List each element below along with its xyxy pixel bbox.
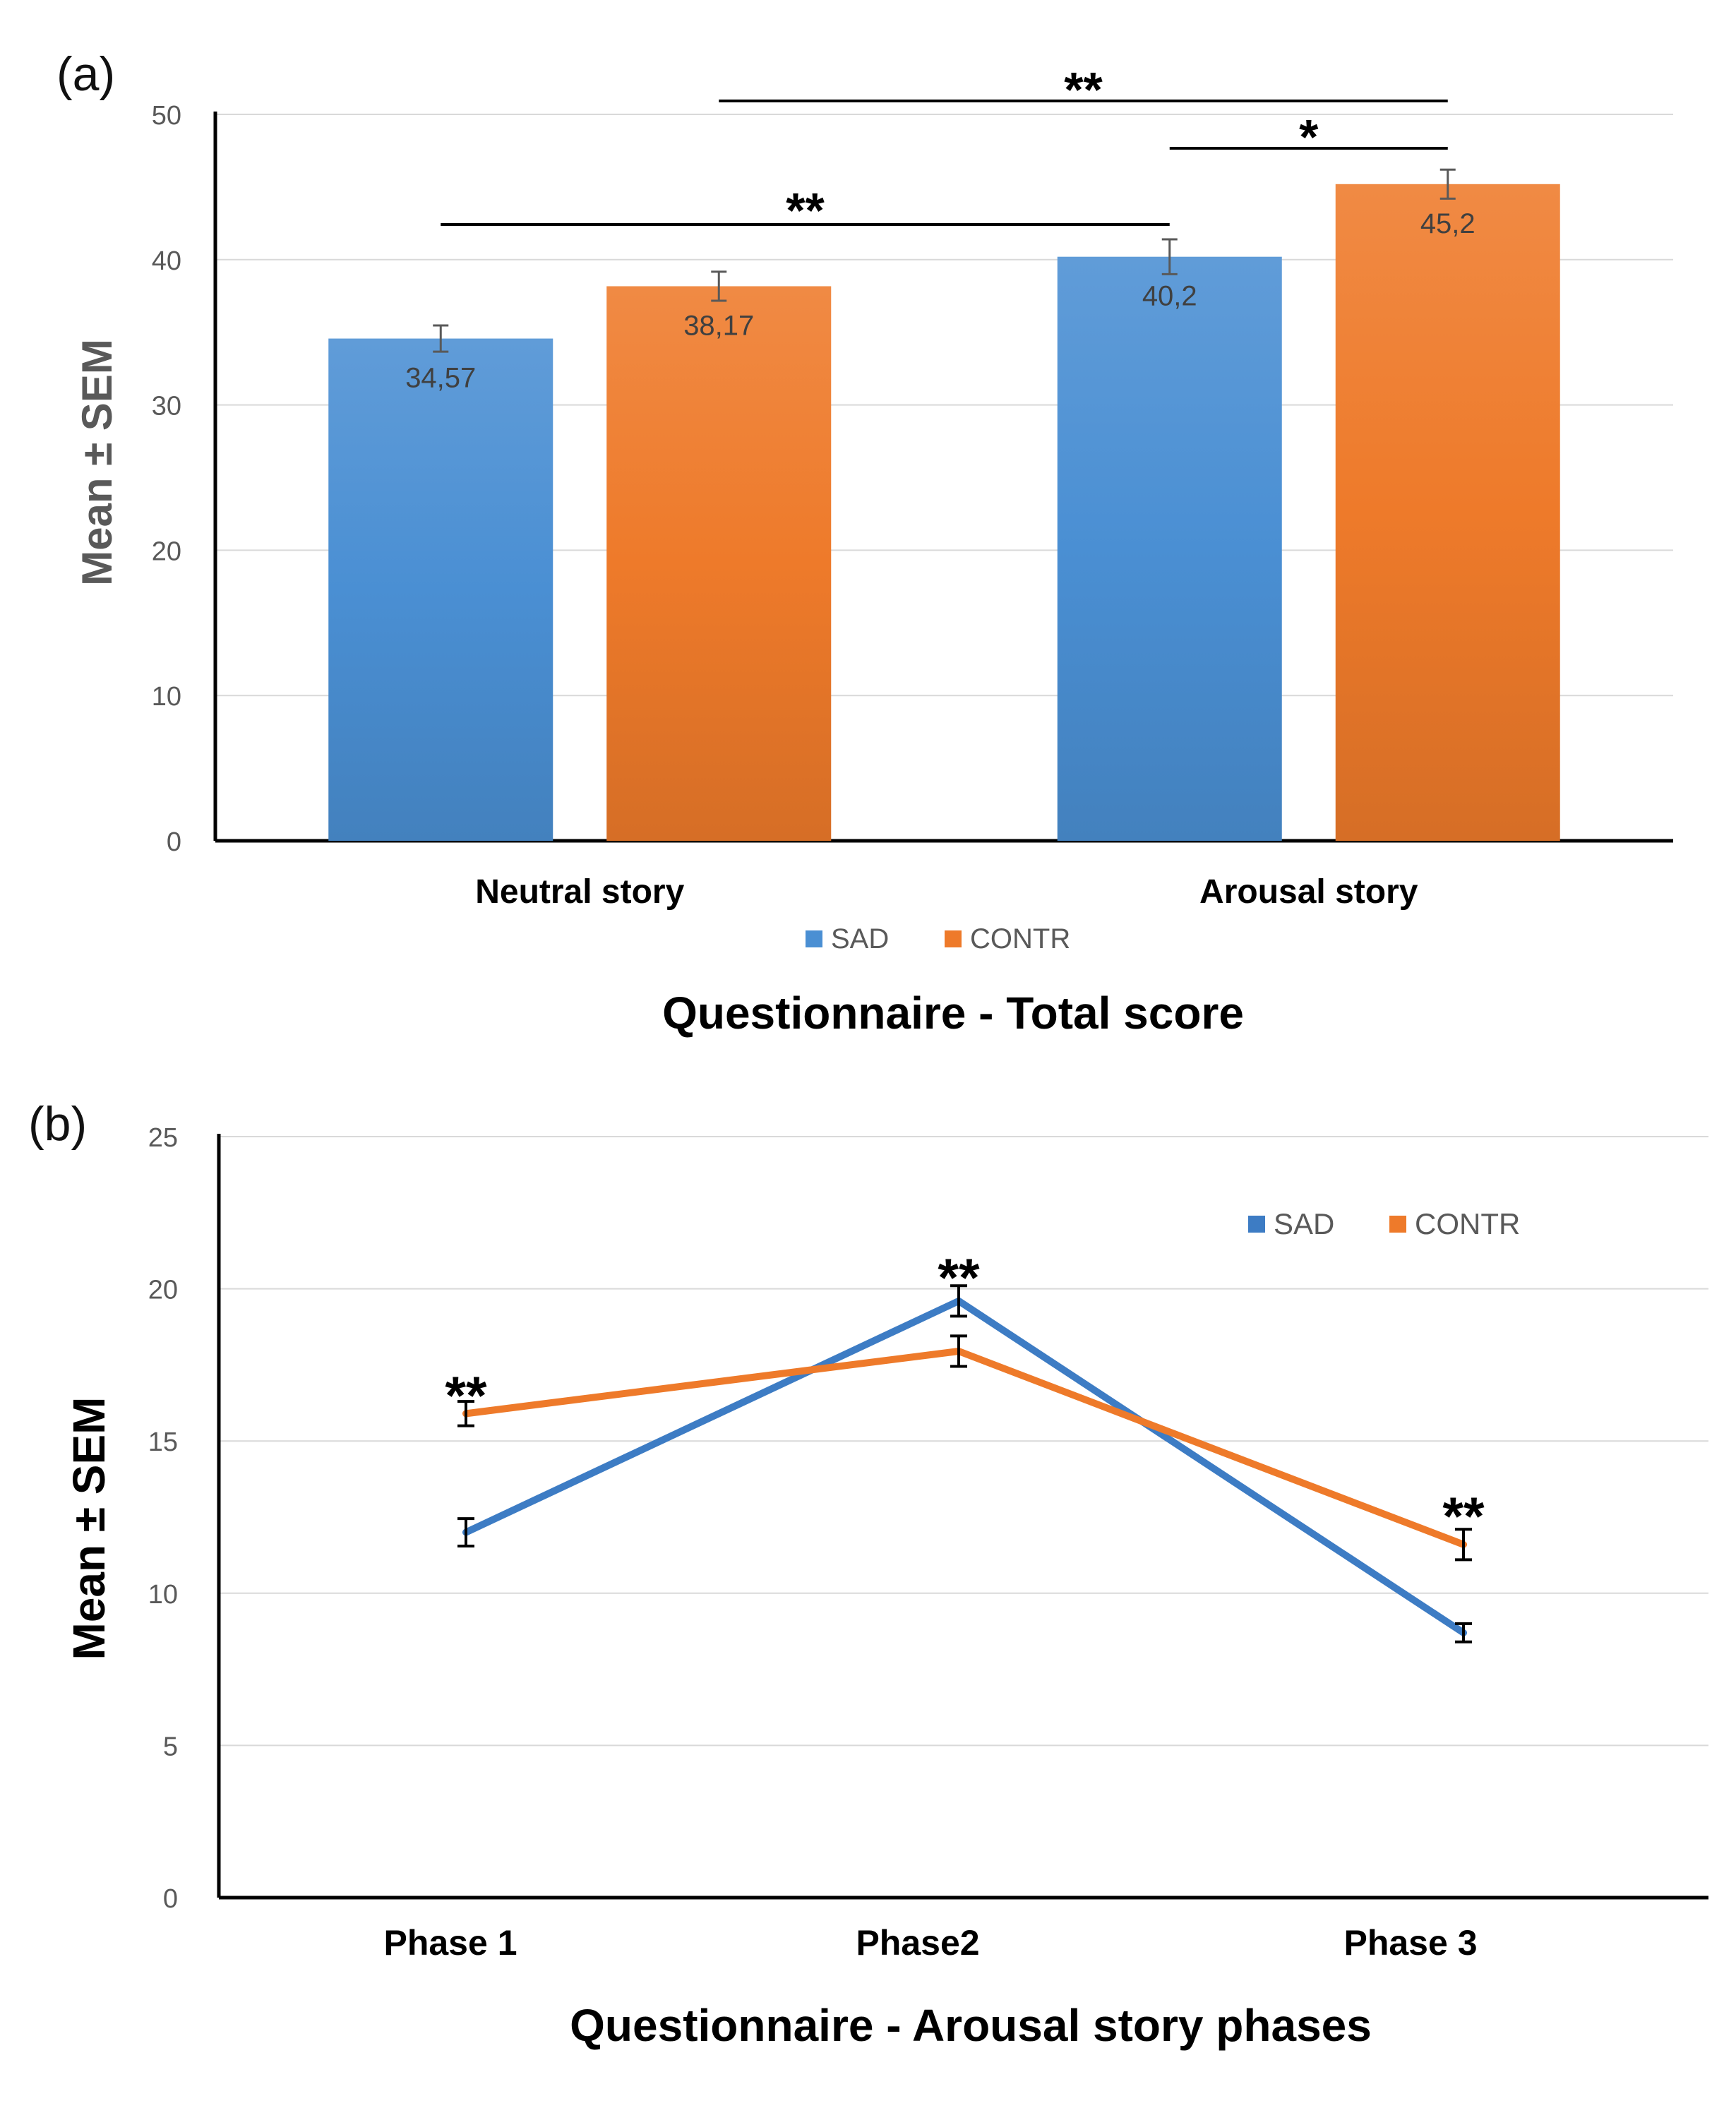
x-category-label-a: Arousal story <box>1199 873 1418 911</box>
chart-title-a: Questionnaire - Total score <box>662 988 1244 1038</box>
legend-label-a-sad: SAD <box>831 923 889 954</box>
chart-title-b: Questionnaire - Arousal story phases <box>570 2000 1372 2051</box>
data-label-a: 45,2 <box>1420 208 1475 239</box>
significance-stars-a: ** <box>786 183 825 238</box>
bar-sad-2 <box>1057 256 1282 842</box>
data-label-a: 40,2 <box>1142 281 1197 312</box>
y-tick-label-a: 40 <box>152 246 181 276</box>
x-category-label-a: Neutral story <box>475 873 684 911</box>
significance-stars-a: * <box>1299 109 1319 164</box>
bar-contr-2 <box>1335 184 1560 841</box>
legend-label-a-contr: CONTR <box>970 923 1070 954</box>
y-tick-label-b: 10 <box>148 1580 178 1610</box>
data-label-a: 38,17 <box>683 310 754 341</box>
significance-stars-a: ** <box>1064 62 1103 117</box>
y-tick-label-b: 5 <box>163 1732 178 1761</box>
significance-stars-b: ** <box>938 1248 980 1308</box>
x-category-label-b: Phase 3 <box>1343 1923 1477 1963</box>
y-tick-label-a: 0 <box>167 827 181 857</box>
data-label-a: 34,57 <box>405 363 476 394</box>
bar-chart-total-score: 0 10 20 30 40 50 34,57 38,17 Neutral story 40,2 45… <box>73 62 1673 1038</box>
panel-b-label: (b) <box>28 1097 87 1151</box>
y-tick-label-a: 10 <box>152 682 181 712</box>
significance-stars-b: ** <box>445 1366 487 1426</box>
legend-swatch-a-sad <box>806 930 822 947</box>
y-axis-title-a: Mean ± SEM <box>73 339 121 586</box>
y-tick-label-b: 0 <box>163 1884 178 1914</box>
legend-label-b-contr: CONTR <box>1415 1207 1520 1240</box>
panel-a-label: (a) <box>56 47 115 101</box>
y-tick-label-b: 15 <box>148 1427 178 1457</box>
y-tick-label-a: 50 <box>152 101 181 131</box>
line-chart-arousal-phases: 0 5 10 15 20 25 Phase 1 Phase2 Phase 3 ** ** ** Mean… <box>64 1123 1708 2051</box>
y-tick-label-a: 30 <box>152 392 181 421</box>
bar-contr-1 <box>606 286 832 841</box>
x-category-label-b: Phase 1 <box>383 1923 517 1963</box>
y-tick-label-b: 25 <box>148 1123 178 1153</box>
legend-swatch-b-contr <box>1389 1216 1406 1233</box>
legend-swatch-a-contr <box>945 930 962 947</box>
y-axis-title-b: Mean ± SEM <box>64 1397 114 1660</box>
y-tick-label-b: 20 <box>148 1276 178 1305</box>
significance-stars-b: ** <box>1442 1487 1485 1547</box>
legend-swatch-b-sad <box>1248 1216 1265 1233</box>
legend-label-b-sad: SAD <box>1274 1207 1334 1240</box>
bar-sad-1 <box>328 338 553 841</box>
y-tick-label-a: 20 <box>152 537 181 566</box>
series-line-contr <box>462 1347 1467 1548</box>
x-category-label-b: Phase2 <box>856 1923 979 1963</box>
